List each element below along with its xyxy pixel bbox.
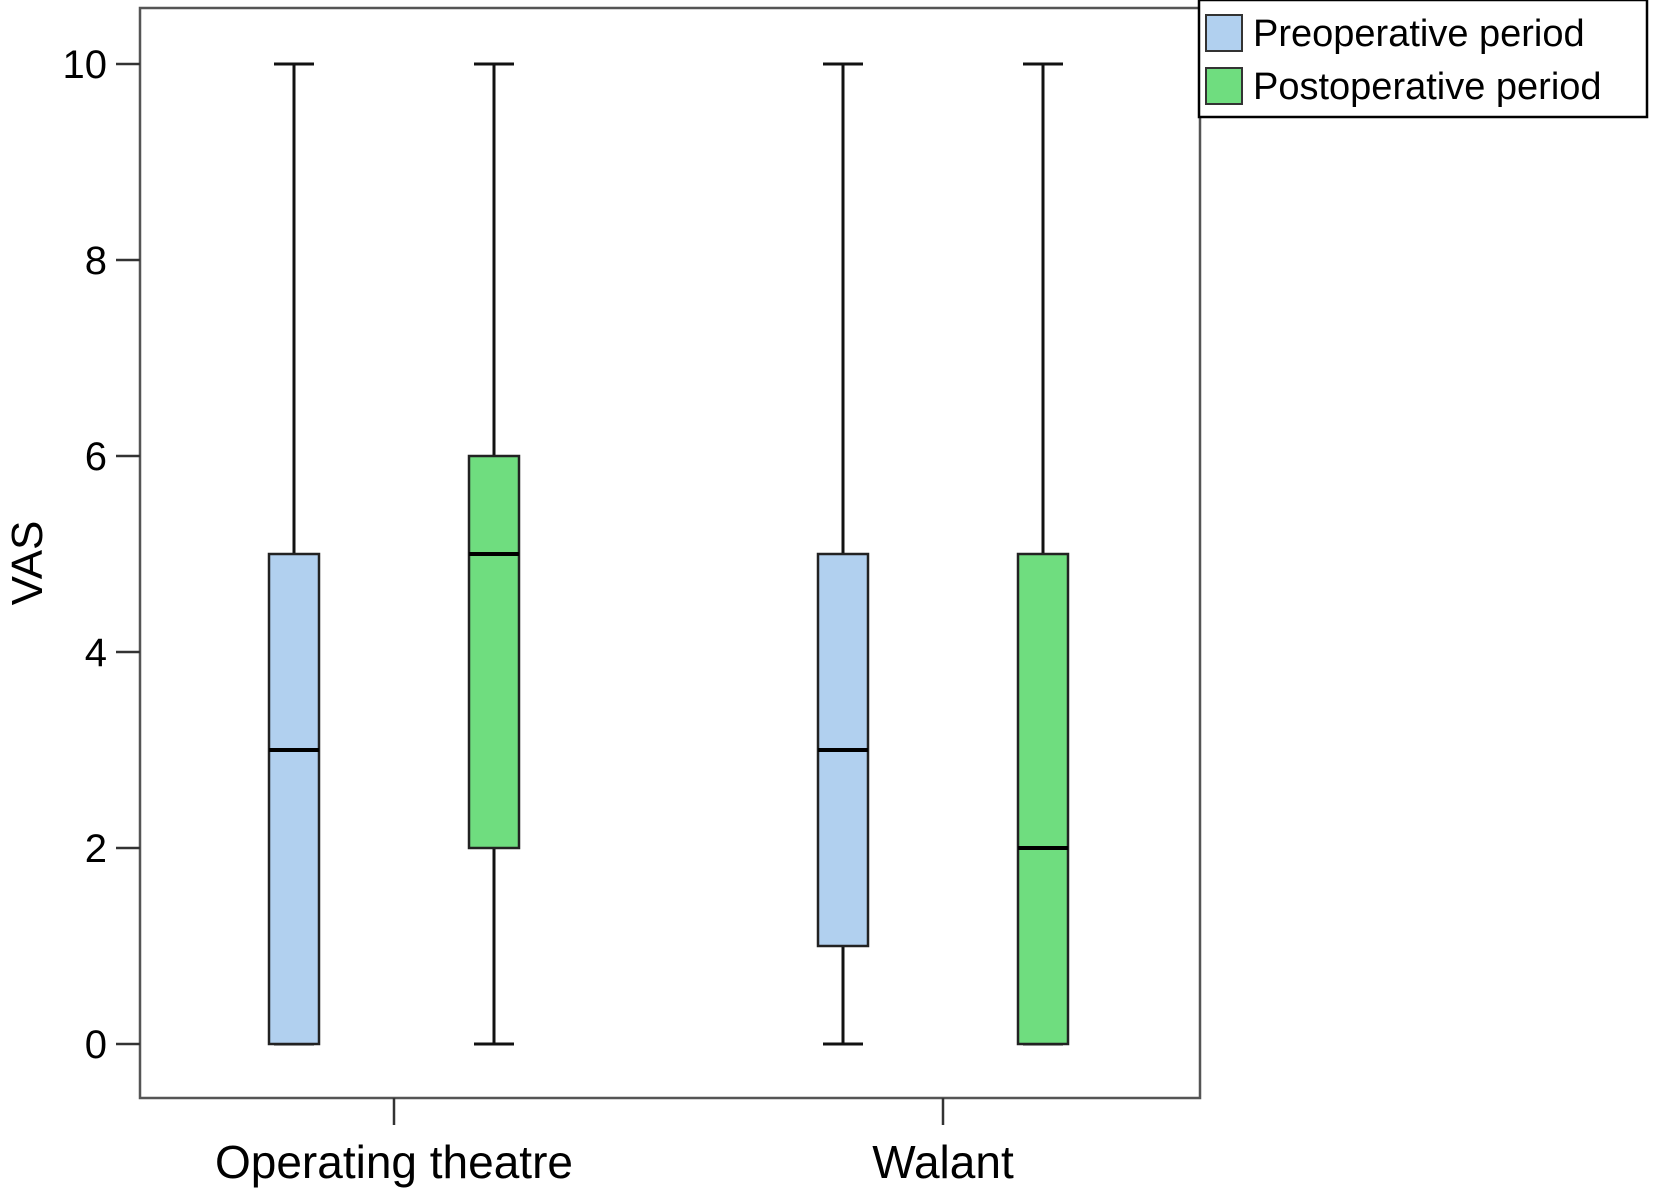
box-plot-series (267, 62, 1070, 1046)
iqr-box (467, 454, 521, 850)
y-tick-label: 6 (85, 435, 107, 479)
legend-label-postoperative: Postoperative period (1253, 66, 1602, 108)
x-category-label: Operating theatre (215, 1136, 573, 1188)
box-1-0 (467, 62, 521, 1046)
y-tick-label: 0 (85, 1023, 107, 1067)
legend-swatch-preoperative (1205, 14, 1243, 52)
box-0-0 (267, 62, 321, 1046)
legend: Preoperative period Postoperative period (1197, 0, 1649, 119)
iqr-box (1016, 552, 1070, 1046)
x-category-label: Walant (872, 1136, 1014, 1188)
y-axis-title: VAS (3, 521, 52, 606)
y-axis-ticks: 0 2 4 6 8 10 (63, 43, 140, 1067)
legend-frame (1197, 0, 1649, 119)
legend-swatch-postoperative (1205, 67, 1243, 105)
x-axis-ticks: Operating theatre Walant (215, 1098, 1014, 1188)
box-0-1 (816, 62, 870, 1046)
iqr-box (267, 552, 321, 1046)
legend-label-preoperative: Preoperative period (1253, 13, 1585, 55)
y-tick-label: 10 (63, 43, 108, 87)
y-tick-label: 2 (85, 827, 107, 871)
box-1-1 (1016, 62, 1070, 1046)
y-tick-label: 8 (85, 239, 107, 283)
y-tick-label: 4 (85, 631, 107, 675)
